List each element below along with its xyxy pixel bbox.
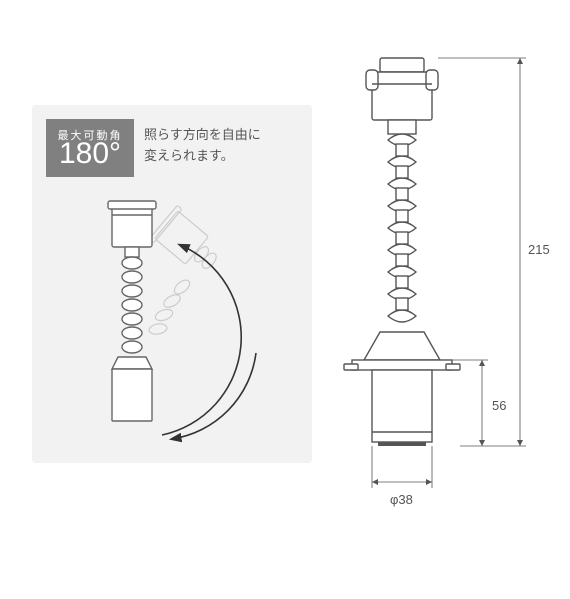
technical-drawing (330, 40, 570, 560)
dim-height-socket: 56 (492, 398, 506, 413)
dim-diameter: φ38 (390, 492, 413, 507)
rotation-illustration (32, 105, 312, 463)
dim-height-total: 215 (528, 242, 550, 257)
info-panel: 最大可動角 180° 照らす方向を自由に 変えられます。 (32, 105, 312, 463)
